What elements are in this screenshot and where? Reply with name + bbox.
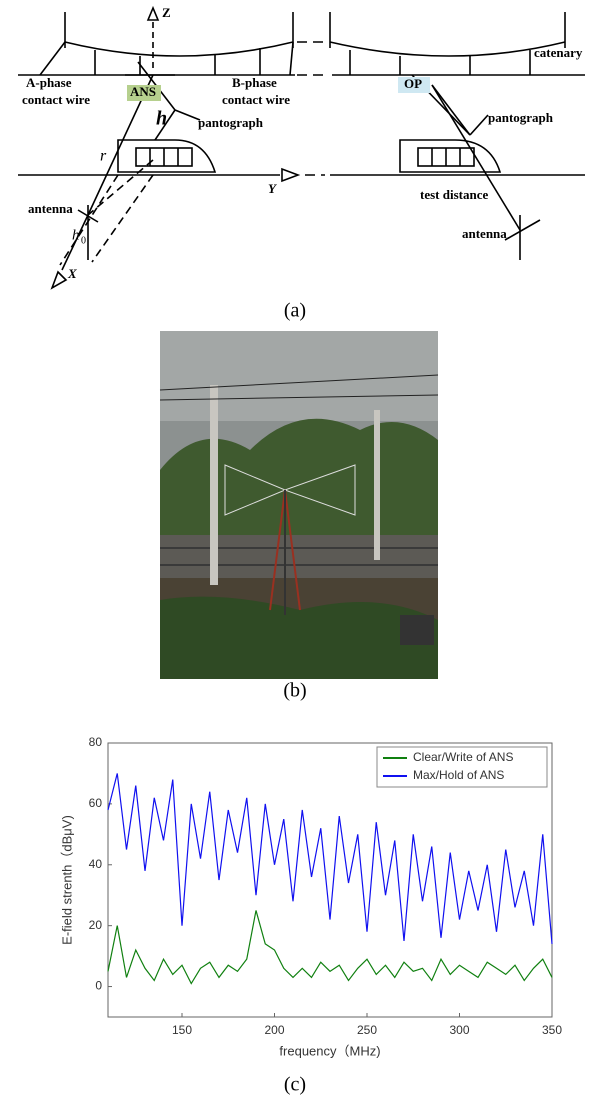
axis-label: Z [162, 5, 171, 20]
x-tick-label: 150 [172, 1023, 192, 1037]
ans-highlight [127, 85, 161, 101]
y-tick-label: 40 [89, 857, 103, 871]
y-axis-label: E-field strenth（dBμV) [59, 815, 74, 945]
photo [159, 331, 439, 679]
label: h [156, 108, 167, 130]
label: pantograph [198, 115, 264, 130]
x-tick-label: 350 [542, 1023, 562, 1037]
label: r [100, 148, 107, 165]
y-tick-label: 80 [89, 735, 103, 749]
y-tick-label: 20 [89, 918, 103, 932]
op-highlight [398, 77, 430, 93]
label: antenna [28, 201, 73, 216]
label: contact wire [22, 92, 90, 107]
y-tick-label: 0 [95, 979, 102, 993]
label: catenary [534, 45, 583, 60]
axis-label: X [67, 266, 77, 281]
label: antenna [462, 226, 507, 241]
legend-label: Max/Hold of ANS [413, 768, 504, 782]
label: B-phase [232, 75, 277, 90]
x-tick-label: 300 [449, 1023, 469, 1037]
x-tick-label: 200 [264, 1023, 284, 1037]
series-line [107, 773, 553, 944]
caption: (b) [283, 680, 306, 702]
x-tick-label: 250 [357, 1023, 377, 1037]
x-axis-label: frequency（MHz) [279, 1043, 380, 1058]
plot-frame [107, 742, 553, 1018]
series-line [107, 910, 553, 985]
label: pantograph [488, 110, 554, 125]
label: ANS [130, 84, 156, 99]
label: 0 [81, 235, 86, 246]
axis-label: Y [268, 181, 277, 196]
label: test distance [420, 187, 488, 202]
label: h [72, 227, 80, 243]
y-tick-label: 60 [89, 796, 103, 810]
legend-label: Clear/Write of ANS [413, 750, 513, 764]
caption: (a) [284, 300, 306, 322]
caption: (c) [284, 1074, 306, 1096]
label: OP [404, 76, 422, 91]
label: contact wire [222, 92, 290, 107]
label: A-phase [26, 75, 72, 90]
diagram-lines [18, 5, 585, 290]
legend-box [376, 746, 548, 788]
